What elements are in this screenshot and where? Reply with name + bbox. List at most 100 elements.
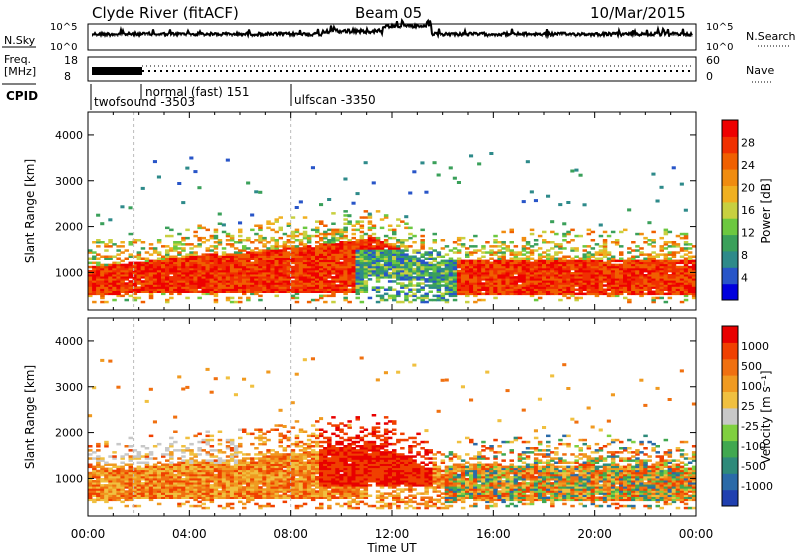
heat-cell bbox=[602, 263, 608, 267]
heat-cell bbox=[501, 267, 506, 271]
heat-cell bbox=[205, 263, 210, 267]
heat-cell bbox=[465, 292, 470, 296]
heat-cell bbox=[100, 269, 105, 273]
heat-cell bbox=[306, 290, 312, 293]
heat-cell bbox=[181, 284, 186, 287]
heat-cell bbox=[177, 290, 182, 293]
heat-cell bbox=[262, 478, 267, 481]
heat-cell bbox=[590, 280, 596, 283]
heat-cell bbox=[258, 492, 263, 495]
heat-cell bbox=[691, 274, 697, 277]
heat-cell bbox=[655, 267, 660, 271]
heat-cell bbox=[100, 480, 105, 483]
heat-cell bbox=[416, 274, 421, 277]
heat-cell bbox=[643, 282, 648, 285]
heat-cell bbox=[266, 473, 271, 477]
heat-cell bbox=[546, 282, 551, 285]
heat-cell bbox=[246, 482, 251, 485]
heat-cell bbox=[456, 259, 462, 263]
heat-cell bbox=[152, 480, 158, 483]
heat-cell bbox=[169, 461, 174, 464]
heat-cell bbox=[120, 290, 125, 293]
heat-cell bbox=[205, 488, 210, 491]
heat-cell bbox=[310, 459, 316, 462]
heat-cell bbox=[485, 292, 490, 296]
heat-cell bbox=[623, 228, 628, 232]
heat-cell bbox=[177, 292, 182, 296]
heat-cell bbox=[614, 292, 620, 296]
heat-cell bbox=[323, 245, 328, 248]
heat-cell bbox=[424, 257, 429, 260]
heat-cell bbox=[452, 290, 458, 293]
heat-cell bbox=[602, 243, 608, 246]
heat-cell bbox=[242, 428, 247, 431]
heat-cell bbox=[152, 160, 157, 164]
heat-cell bbox=[404, 278, 409, 281]
heat-cell bbox=[238, 496, 243, 499]
heat-cell bbox=[392, 243, 397, 246]
heat-cell bbox=[290, 455, 296, 458]
heat-cell bbox=[140, 484, 146, 487]
heat-cell bbox=[229, 496, 235, 499]
heat-cell bbox=[221, 261, 227, 265]
heat-cell bbox=[282, 286, 288, 289]
heat-cell bbox=[379, 265, 385, 269]
heat-cell bbox=[306, 478, 312, 481]
heat-cell bbox=[408, 257, 413, 260]
heat-cell bbox=[242, 494, 247, 497]
heat-cell bbox=[209, 463, 215, 466]
heat-cell bbox=[298, 428, 304, 431]
heat-cell bbox=[266, 496, 271, 499]
heat-cell bbox=[302, 453, 308, 456]
heat-cell bbox=[558, 263, 563, 267]
heat-cell bbox=[448, 166, 453, 170]
heat-cell bbox=[238, 265, 243, 269]
heat-cell bbox=[562, 274, 567, 277]
heat-cell bbox=[614, 259, 620, 263]
heat-cell bbox=[566, 267, 571, 271]
heat-cell bbox=[233, 475, 239, 479]
heat-cell bbox=[371, 259, 377, 263]
heat-cell bbox=[112, 243, 117, 246]
heat-cell bbox=[201, 484, 206, 487]
heat-cell bbox=[635, 259, 640, 263]
heat-cell bbox=[679, 236, 685, 240]
heat-cell bbox=[294, 455, 300, 458]
heat-cell bbox=[238, 241, 243, 244]
heat-cell bbox=[213, 459, 219, 462]
heat-cell bbox=[169, 265, 174, 269]
heat-cell bbox=[258, 286, 263, 289]
heat-cell bbox=[116, 245, 121, 248]
heat-cell bbox=[452, 272, 458, 275]
heat-cell bbox=[116, 267, 121, 271]
heat-cell bbox=[578, 265, 583, 269]
heat-cell bbox=[412, 278, 417, 281]
heat-cell bbox=[193, 504, 198, 508]
heat-cell bbox=[254, 482, 259, 485]
heat-cell bbox=[521, 267, 527, 271]
heat-cell bbox=[242, 257, 247, 260]
heat-cell bbox=[238, 428, 243, 431]
heat-cell bbox=[262, 243, 267, 246]
heat-cell bbox=[481, 282, 486, 285]
heat-cell bbox=[124, 484, 129, 487]
heat-cell bbox=[319, 255, 324, 258]
heat-cell bbox=[562, 232, 567, 236]
heat-cell bbox=[371, 255, 377, 258]
heat-cell bbox=[456, 239, 462, 242]
heat-cell bbox=[225, 504, 231, 508]
heat-cell bbox=[306, 484, 312, 487]
heat-cell bbox=[238, 442, 243, 446]
heat-cell bbox=[286, 257, 292, 260]
heat-cell bbox=[225, 438, 231, 442]
heat-cell bbox=[319, 272, 324, 275]
heat-cell bbox=[513, 259, 519, 263]
heat-cell bbox=[290, 449, 296, 452]
heat-cell bbox=[92, 241, 97, 244]
heat-cell bbox=[217, 490, 223, 493]
heat-cell bbox=[229, 494, 235, 497]
heat-cell bbox=[246, 274, 251, 277]
heat-cell bbox=[663, 263, 669, 267]
heat-cell bbox=[392, 272, 397, 275]
heat-cell bbox=[643, 286, 648, 289]
